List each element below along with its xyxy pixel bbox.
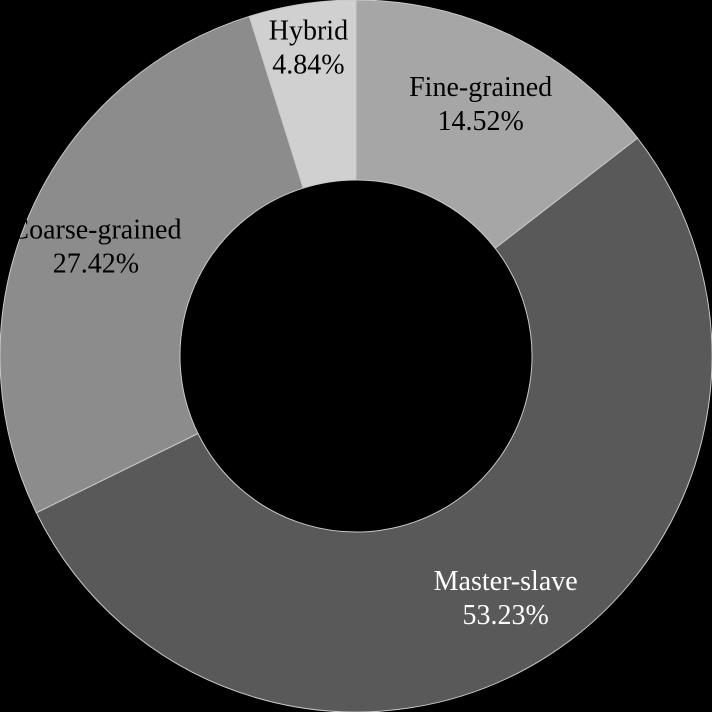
slice-percent-coarse-grained: 27.42%: [53, 248, 139, 279]
slice-coarse-grained: [0, 15, 304, 514]
slice-master-slave: [35, 137, 712, 712]
slice-label-master-slave: Master-slave 53.23%: [434, 566, 578, 631]
slice-label-fine-grained: Fine-grained 14.52%: [409, 72, 552, 137]
slice-hybrid: [248, 0, 357, 189]
slice-name-coarse-grained: Coarse-grained: [10, 214, 181, 245]
slice-label-hybrid: Hybrid 4.84%: [269, 16, 348, 81]
slice-percent-fine-grained: 14.52%: [437, 106, 523, 137]
slice-percent-hybrid: 4.84%: [272, 50, 344, 81]
slice-name-fine-grained: Fine-grained: [409, 72, 552, 103]
slice-name-hybrid: Hybrid: [269, 16, 348, 47]
slice-fine-grained: [355, 0, 639, 249]
slice-label-coarse-grained: Coarse-grained 27.42%: [10, 214, 181, 279]
slice-percent-master-slave: 53.23%: [463, 600, 549, 631]
slice-name-master-slave: Master-slave: [434, 566, 578, 597]
slice-labels: Fine-grained 14.52% Master-slave 53.23% Coar…: [10, 16, 577, 632]
